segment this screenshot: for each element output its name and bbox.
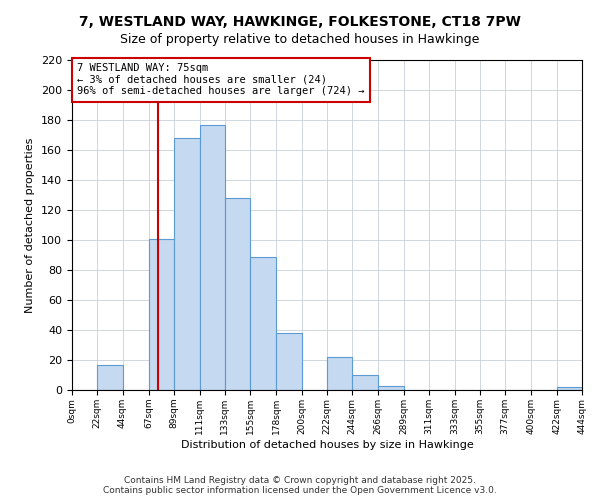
- Bar: [250, 256, 277, 390]
- Bar: [174, 138, 199, 390]
- Bar: [557, 387, 582, 390]
- Bar: [149, 238, 174, 390]
- Text: 7, WESTLAND WAY, HAWKINGE, FOLKESTONE, CT18 7PW: 7, WESTLAND WAY, HAWKINGE, FOLKESTONE, C…: [79, 15, 521, 29]
- Y-axis label: Number of detached properties: Number of detached properties: [25, 138, 35, 312]
- Text: Contains HM Land Registry data © Crown copyright and database right 2025.
Contai: Contains HM Land Registry data © Crown c…: [103, 476, 497, 495]
- Bar: [377, 386, 404, 390]
- Bar: [225, 198, 250, 390]
- X-axis label: Distribution of detached houses by size in Hawkinge: Distribution of detached houses by size …: [181, 440, 473, 450]
- Bar: [199, 124, 225, 390]
- Bar: [97, 364, 122, 390]
- Bar: [327, 357, 352, 390]
- Text: Size of property relative to detached houses in Hawkinge: Size of property relative to detached ho…: [121, 32, 479, 46]
- Bar: [352, 375, 377, 390]
- Text: 7 WESTLAND WAY: 75sqm
← 3% of detached houses are smaller (24)
96% of semi-detac: 7 WESTLAND WAY: 75sqm ← 3% of detached h…: [77, 64, 365, 96]
- Bar: [277, 333, 302, 390]
